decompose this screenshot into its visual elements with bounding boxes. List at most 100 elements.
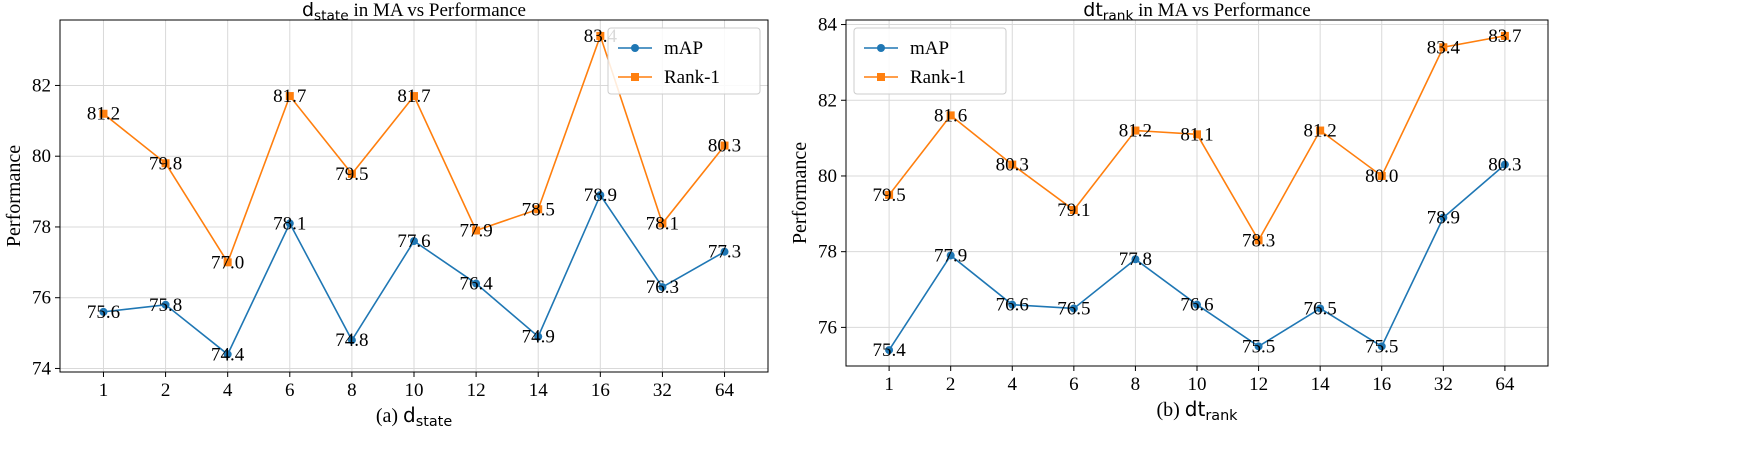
- data-label: 79.5: [335, 164, 368, 185]
- data-label: 79.1: [1057, 200, 1090, 221]
- data-point: [347, 336, 356, 345]
- y-tick-label: 82: [818, 90, 837, 111]
- data-label: 80.3: [1488, 155, 1521, 176]
- caption-prefix: (b): [1156, 399, 1184, 421]
- data-label: 77.0: [211, 252, 244, 273]
- data-label: 83.7: [1488, 26, 1521, 47]
- y-tick-label: 76: [818, 317, 837, 338]
- x-tick-label: 6: [285, 380, 295, 401]
- x-tick-label: 14: [1311, 374, 1331, 395]
- x-tick-label: 16: [1372, 374, 1391, 395]
- x-tick-label: 10: [405, 380, 424, 401]
- x-tick-label: 12: [467, 380, 486, 401]
- data-point: [1439, 43, 1448, 52]
- data-label: 78.9: [1427, 208, 1460, 229]
- data-label: 81.7: [273, 86, 306, 107]
- data-point: [285, 92, 294, 101]
- data-point: [223, 258, 232, 267]
- data-point: [472, 279, 481, 288]
- data-label: 75.6: [87, 302, 120, 323]
- data-point: [99, 109, 108, 118]
- legend-marker: [877, 73, 885, 81]
- data-label: 78.1: [646, 213, 679, 234]
- x-tick-label: 32: [653, 380, 672, 401]
- data-label: 80.0: [1365, 166, 1398, 187]
- caption-prefix: (a): [376, 405, 403, 427]
- y-tick-label: 84: [818, 15, 838, 36]
- symbol: d: [302, 0, 314, 21]
- data-point: [1254, 236, 1263, 245]
- data-point: [1008, 160, 1017, 169]
- data-point: [596, 31, 605, 40]
- chart-title: dstate in MA vs Performance: [302, 0, 526, 24]
- data-point: [347, 169, 356, 178]
- data-label: 76.3: [646, 277, 679, 298]
- data-point: [946, 111, 955, 120]
- data-label: 74.4: [211, 344, 245, 365]
- data-label: 81.2: [1119, 121, 1152, 142]
- data-label: 77.9: [934, 245, 967, 266]
- data-label: 79.8: [149, 153, 182, 174]
- y-tick-label: 80: [818, 166, 837, 187]
- y-tick-label: 78: [818, 242, 837, 263]
- data-label: 83.4: [1427, 37, 1461, 58]
- chart-title: dtrank in MA vs Performance: [1083, 0, 1310, 24]
- x-tick-label: 2: [946, 374, 956, 395]
- data-label: 78.1: [273, 213, 306, 234]
- data-label: 77.3: [708, 242, 741, 263]
- data-label: 77.8: [1119, 249, 1152, 270]
- legend-marker: [631, 44, 639, 52]
- data-point: [534, 332, 543, 341]
- data-point: [99, 307, 108, 316]
- subscript: rank: [1103, 8, 1134, 24]
- data-point: [161, 159, 170, 168]
- legend-label: mAP: [910, 38, 949, 59]
- data-label: 77.9: [459, 220, 492, 241]
- data-label: 75.8: [149, 295, 182, 316]
- data-point: [1316, 304, 1325, 313]
- data-point: [1316, 126, 1325, 135]
- x-tick-label: 14: [529, 380, 549, 401]
- data-label: 80.3: [996, 155, 1029, 176]
- title-rest: in MA vs Performance: [1133, 0, 1310, 21]
- legend-marker: [877, 44, 885, 52]
- y-axis-title: Performance: [789, 142, 811, 244]
- x-tick-label: 8: [1131, 374, 1141, 395]
- data-label: 75.5: [1365, 336, 1398, 357]
- x-tick-label: 4: [223, 380, 233, 401]
- data-point: [1131, 255, 1140, 264]
- legend-label: Rank-1: [664, 67, 720, 88]
- data-point: [161, 300, 170, 309]
- data-label: 79.5: [872, 185, 905, 206]
- legend-marker: [631, 73, 639, 81]
- data-label: 76.6: [996, 295, 1029, 316]
- data-label: 81.2: [87, 104, 120, 125]
- x-tick-label: 4: [1008, 374, 1018, 395]
- data-label: 81.6: [934, 105, 967, 126]
- data-point: [946, 251, 955, 260]
- chart-a: 1 2 4 6 8 10 12 14 16 32 647476788082Performanceds…: [3, 0, 769, 430]
- data-label: 76.4: [459, 274, 493, 295]
- y-tick-label: 74: [32, 358, 52, 379]
- x-tick-label: 6: [1069, 374, 1079, 395]
- data-point: [658, 219, 667, 228]
- data-point: [1500, 160, 1509, 169]
- x-tick-label: 1: [99, 380, 109, 401]
- data-label: 81.2: [1304, 121, 1337, 142]
- legend: mAP Rank-1: [607, 27, 761, 95]
- y-axis-title: Performance: [3, 145, 25, 247]
- y-tick-label: 76: [32, 288, 51, 309]
- data-label: 81.7: [397, 86, 430, 107]
- symbol: dt: [1083, 0, 1103, 21]
- data-point: [285, 219, 294, 228]
- data-point: [1500, 31, 1509, 40]
- data-label: 78.9: [584, 185, 617, 206]
- data-point: [658, 283, 667, 292]
- x-tick-label: 32: [1434, 374, 1453, 395]
- data-point: [472, 226, 481, 235]
- data-label: 76.6: [1180, 295, 1213, 316]
- data-label: 80.3: [708, 136, 741, 157]
- data-label: 78.5: [522, 199, 555, 220]
- data-point: [1069, 304, 1078, 313]
